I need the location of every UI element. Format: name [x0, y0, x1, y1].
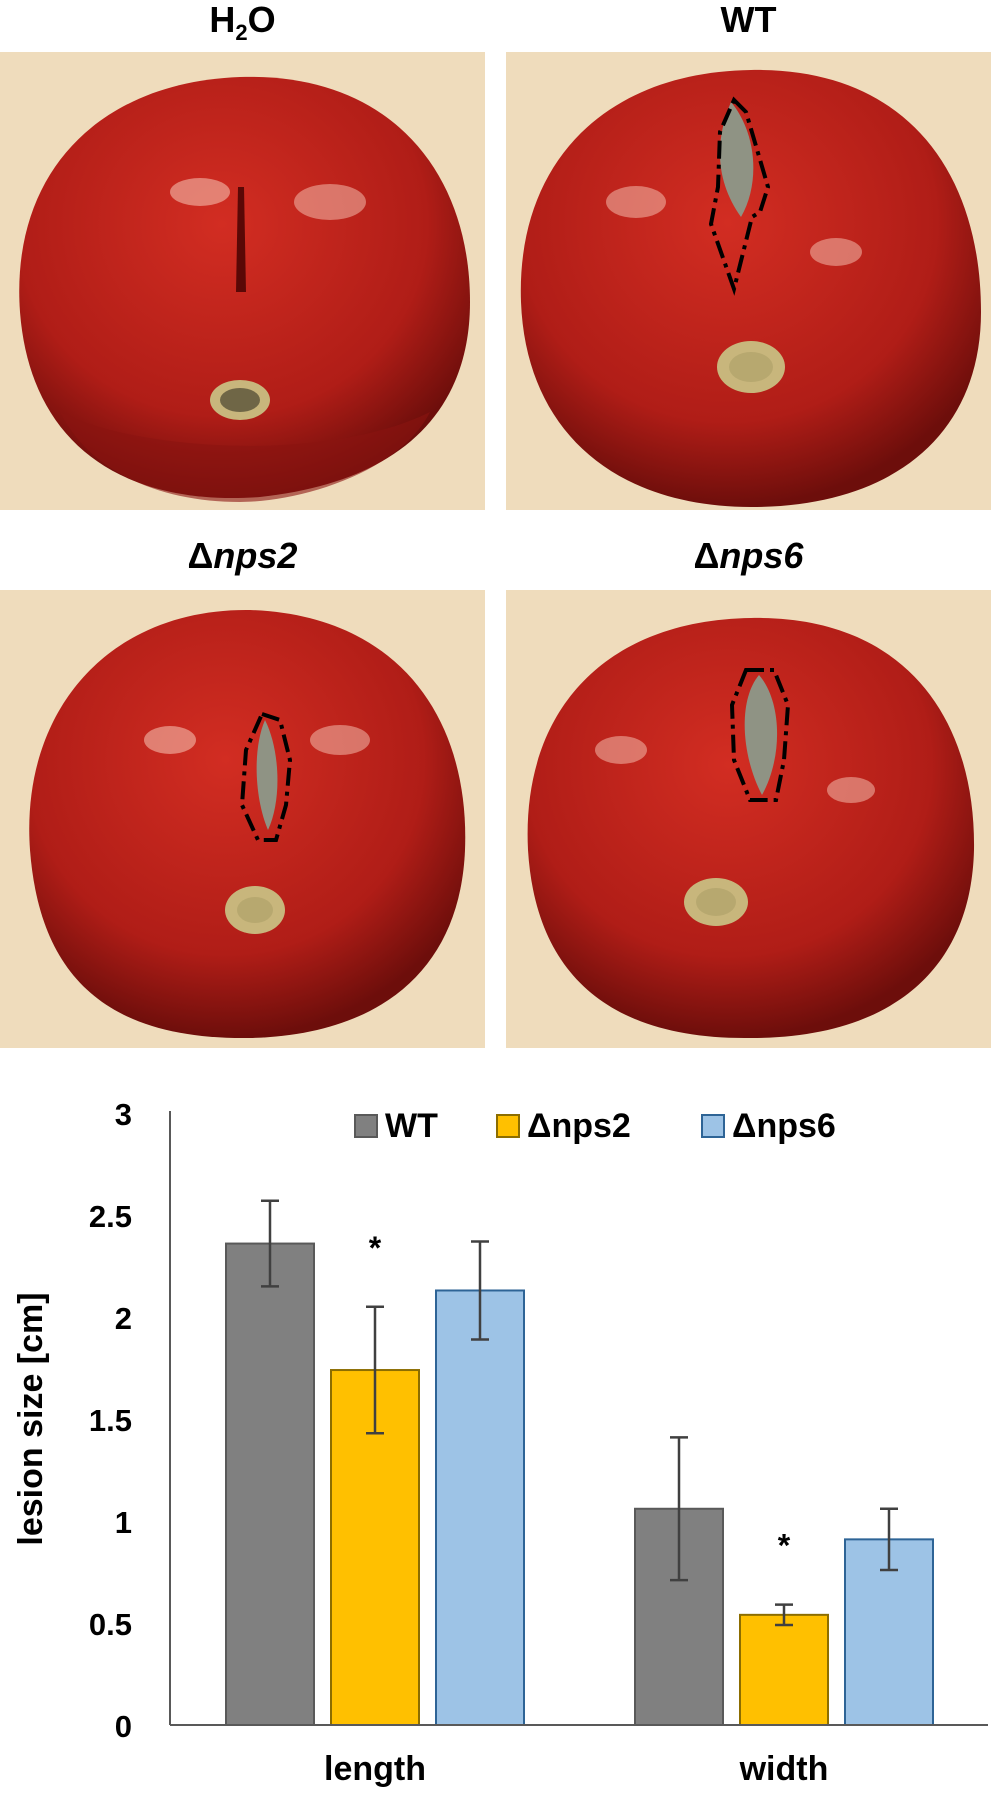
legend-swatch — [496, 1114, 520, 1138]
panel-title-wt: WT — [720, 0, 777, 40]
tomato-photo-nps6 — [506, 590, 991, 1048]
y-axis-label: lesion size [cm] — [12, 1292, 50, 1545]
tomato-photo-h2o — [0, 52, 485, 510]
panel-title-nps6: Δnps6 — [693, 535, 804, 576]
y-tick-label: 1.5 — [89, 1403, 132, 1438]
significance-star: * — [369, 1230, 382, 1266]
legend-label: Δnps2 — [527, 1107, 631, 1145]
legend-swatch — [701, 1114, 725, 1138]
y-tick-label: 0.5 — [89, 1607, 132, 1642]
y-tick-label: 2.5 — [89, 1199, 132, 1234]
significance-star: * — [778, 1528, 791, 1564]
x-category-label: width — [739, 1750, 829, 1788]
legend-label: Δnps6 — [732, 1107, 836, 1145]
y-tick-label: 3 — [115, 1097, 132, 1132]
x-category-label: length — [324, 1750, 426, 1788]
y-tick-label: 2 — [115, 1301, 132, 1336]
tomato-photo-wt — [506, 52, 991, 510]
bar-length-0 — [225, 1242, 315, 1726]
legend-swatch — [354, 1114, 378, 1138]
lesion-size-chart: 0 0.5 1 1.5 2 2.5 3 * * length width WT Δnps2 Δnps… — [12, 1097, 988, 1788]
y-tick-label: 1 — [115, 1505, 132, 1540]
bar-width-1 — [739, 1613, 829, 1727]
panel-title-nps2: Δnps2 — [187, 535, 298, 576]
legend-label: WT — [385, 1107, 438, 1145]
bar-length-2 — [435, 1289, 525, 1726]
panel-title-h2o: H2O — [209, 0, 276, 46]
y-tick-label: 0 — [115, 1709, 132, 1744]
tomato-photo-nps2 — [0, 590, 485, 1048]
